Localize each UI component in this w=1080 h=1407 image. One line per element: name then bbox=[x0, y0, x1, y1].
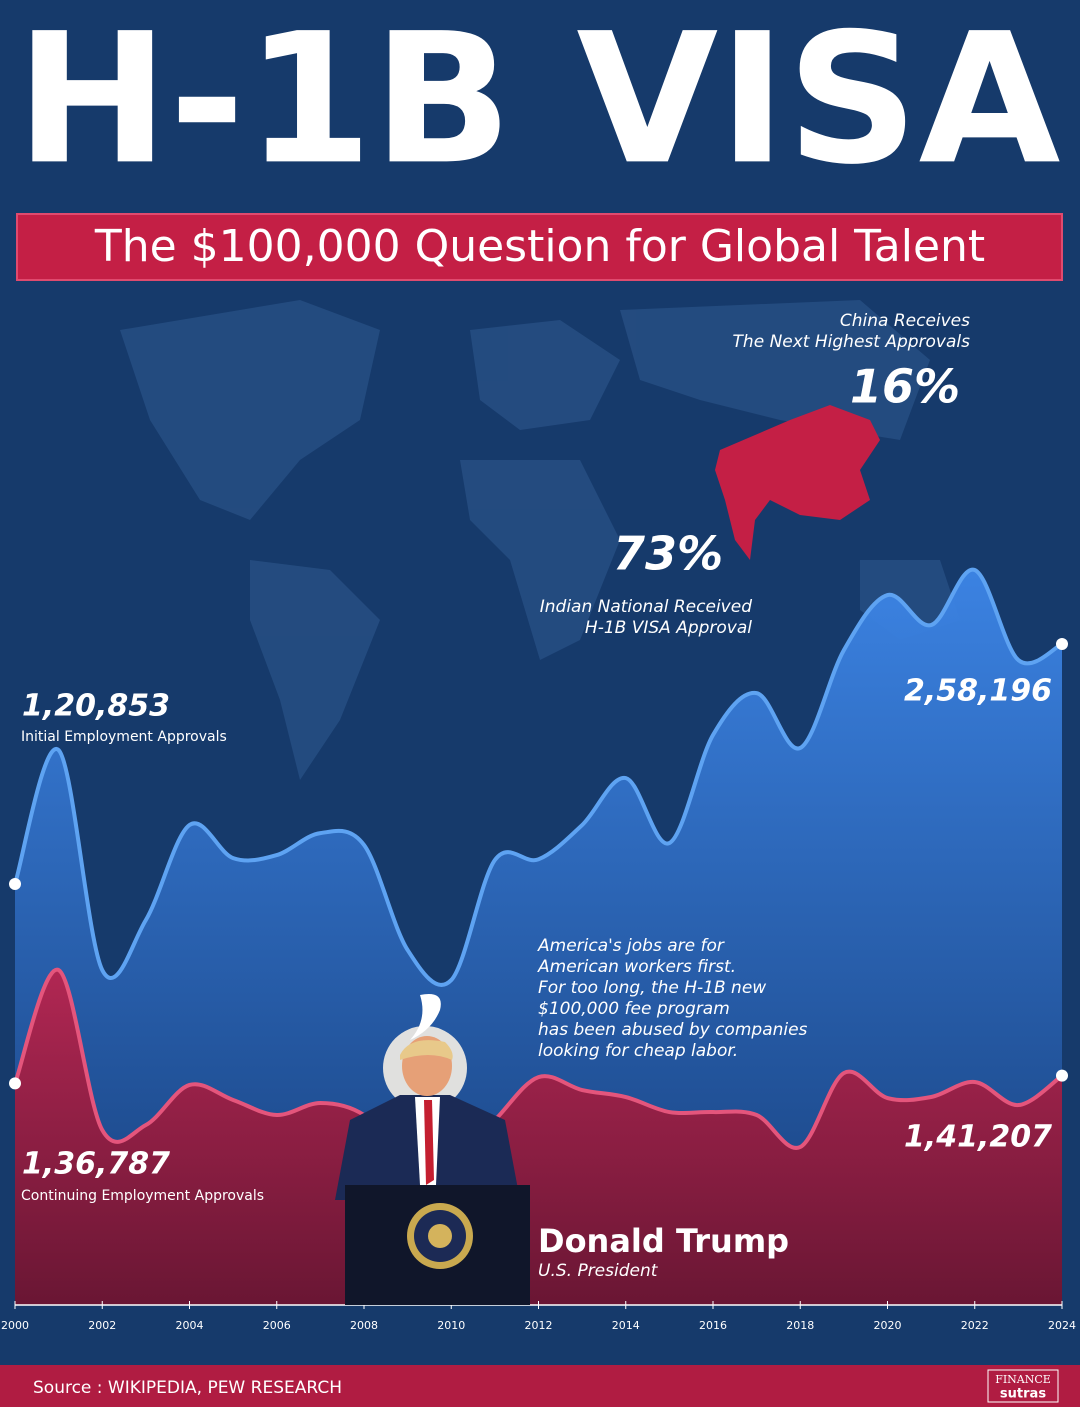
x-tick-label: 2008 bbox=[350, 1319, 378, 1332]
x-tick-label: 2012 bbox=[525, 1319, 553, 1332]
x-tick-label: 2010 bbox=[437, 1319, 465, 1332]
value-label: 1,36,787 bbox=[22, 1147, 170, 1182]
quote-line: has been abused by companies bbox=[538, 1020, 808, 1040]
source: Source : WIKIPEDIA, PEW RESEARCH bbox=[33, 1378, 342, 1398]
speaker-name: Donald Trump bbox=[538, 1222, 789, 1260]
callout-caption: China Receives bbox=[840, 311, 970, 331]
end-dot bbox=[9, 878, 21, 891]
series-name: Initial Employment Approvals bbox=[21, 729, 227, 745]
logo: sutras bbox=[1000, 1387, 1046, 1402]
callout-caption: The Next Highest Approvals bbox=[733, 332, 971, 352]
chart: 2000 2002 2004 2006 2008 2010 2012 2014 2016 2018… bbox=[1, 568, 1076, 1332]
title: H-1B VISA bbox=[16, 0, 1061, 204]
callout-caption: Indian National Received bbox=[540, 597, 752, 617]
quote-line: American workers first. bbox=[537, 957, 736, 977]
callout-caption: H-1B VISA Approval bbox=[585, 618, 752, 638]
end-dot bbox=[1056, 637, 1068, 650]
world-map bbox=[120, 300, 960, 780]
x-tick-label: 2018 bbox=[786, 1319, 814, 1332]
footer-bar bbox=[0, 1365, 1080, 1407]
speaker-role: U.S. President bbox=[538, 1261, 659, 1281]
area bbox=[15, 969, 1062, 1305]
x-tick-label: 2000 bbox=[1, 1319, 29, 1332]
speaker-illustration bbox=[335, 994, 530, 1305]
quote-line: looking for cheap labor. bbox=[538, 1041, 738, 1061]
value-label: 1,20,853 bbox=[22, 689, 170, 724]
x-tick-label: 2020 bbox=[874, 1319, 902, 1332]
line bbox=[13, 568, 1063, 987]
end-dot bbox=[9, 1077, 21, 1090]
logo: FINANCE bbox=[995, 1373, 1051, 1386]
logo-frame bbox=[987, 1369, 1059, 1403]
end-dot bbox=[1056, 1069, 1068, 1082]
value-label: 2,58,196 bbox=[904, 674, 1052, 709]
x-tick-label: 2002 bbox=[88, 1319, 116, 1332]
callout-share: 16% bbox=[850, 360, 960, 414]
quote-line: For too long, the H-1B new bbox=[538, 978, 766, 998]
subtitle: The $100,000 Question for Global Talent bbox=[94, 221, 985, 272]
x-tick-label: 2022 bbox=[961, 1319, 989, 1332]
china-india-map bbox=[715, 405, 880, 560]
x-tick-label: 2006 bbox=[263, 1319, 291, 1332]
x-tick-label: 2024 bbox=[1048, 1319, 1076, 1332]
x-tick-label: 2014 bbox=[612, 1319, 640, 1332]
x-tick-label: 2016 bbox=[699, 1319, 727, 1332]
quote-line: America's jobs are for bbox=[537, 936, 725, 956]
quote-line: $100,000 fee program bbox=[538, 999, 730, 1019]
line bbox=[13, 968, 1064, 1171]
callout-share: 73% bbox=[613, 527, 723, 581]
subtitle-banner bbox=[16, 213, 1063, 281]
x-tick-label: 2004 bbox=[176, 1319, 204, 1332]
series-name: Continuing Employment Approvals bbox=[21, 1188, 264, 1204]
value-label: 1,41,207 bbox=[904, 1120, 1052, 1155]
